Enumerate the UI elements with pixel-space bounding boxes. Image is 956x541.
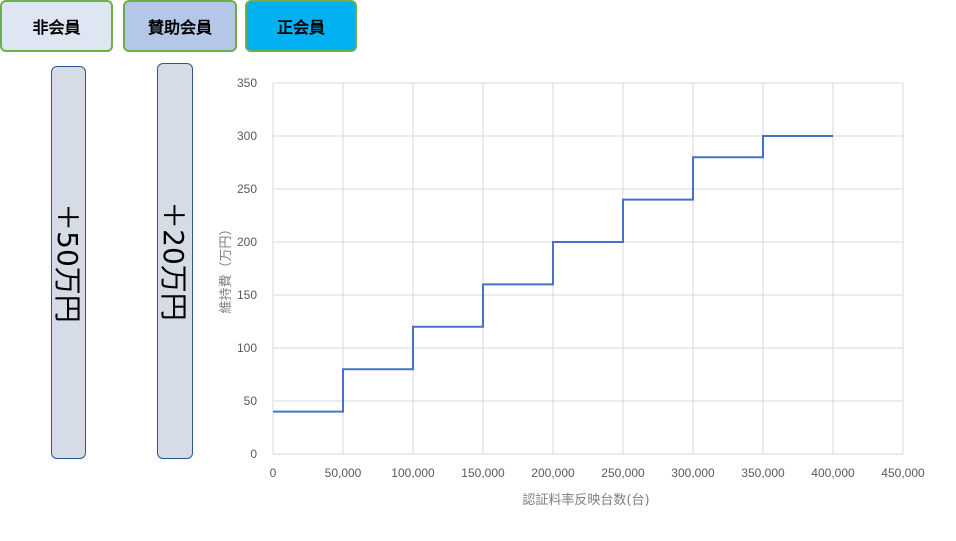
x-tick-label: 0 <box>270 466 277 480</box>
x-tick-label: 300,000 <box>671 466 715 480</box>
x-tick-label: 350,000 <box>741 466 785 480</box>
tab-non-member-label: 非会員 <box>32 18 81 37</box>
y-tick-label: 0 <box>250 447 257 461</box>
tab-regular-member-label: 正会員 <box>276 18 325 37</box>
x-tick-label: 450,000 <box>881 466 925 480</box>
y-axis-title: 維持費（万円） <box>219 222 234 313</box>
y-tick-label: 150 <box>237 288 257 302</box>
x-axis-title: 認証料率反映台数(台) <box>522 492 649 508</box>
x-tick-label: 250,000 <box>601 466 645 480</box>
fee-badge-supporting-member: ＋20万円 <box>157 63 193 459</box>
y-tick-label: 250 <box>237 182 257 196</box>
x-tick-label: 150,000 <box>461 466 505 480</box>
fee-badge-non-member: ＋50万円 <box>51 66 86 459</box>
series-line <box>273 135 833 413</box>
tab-non-member[interactable]: 非会員 <box>0 0 113 52</box>
x-tick-label: 200,000 <box>531 466 575 480</box>
tab-regular-member[interactable]: 正会員 <box>245 0 357 52</box>
x-tick-label: 100,000 <box>391 466 435 480</box>
chart-ticks: 0 50 100 150 200 250 300 350 0 50,000 100,000 150,0… <box>237 76 925 480</box>
y-tick-label: 200 <box>237 235 257 249</box>
y-tick-label: 350 <box>237 76 257 90</box>
chart-grid <box>272 82 904 455</box>
tab-supporting-member[interactable]: 賛助会員 <box>123 0 237 52</box>
y-tick-label: 300 <box>237 129 257 143</box>
y-tick-label: 50 <box>244 394 258 408</box>
y-tick-label: 100 <box>237 341 257 355</box>
x-tick-label: 400,000 <box>811 466 855 480</box>
tab-supporting-member-label: 賛助会員 <box>147 18 212 37</box>
x-tick-label: 50,000 <box>325 466 362 480</box>
